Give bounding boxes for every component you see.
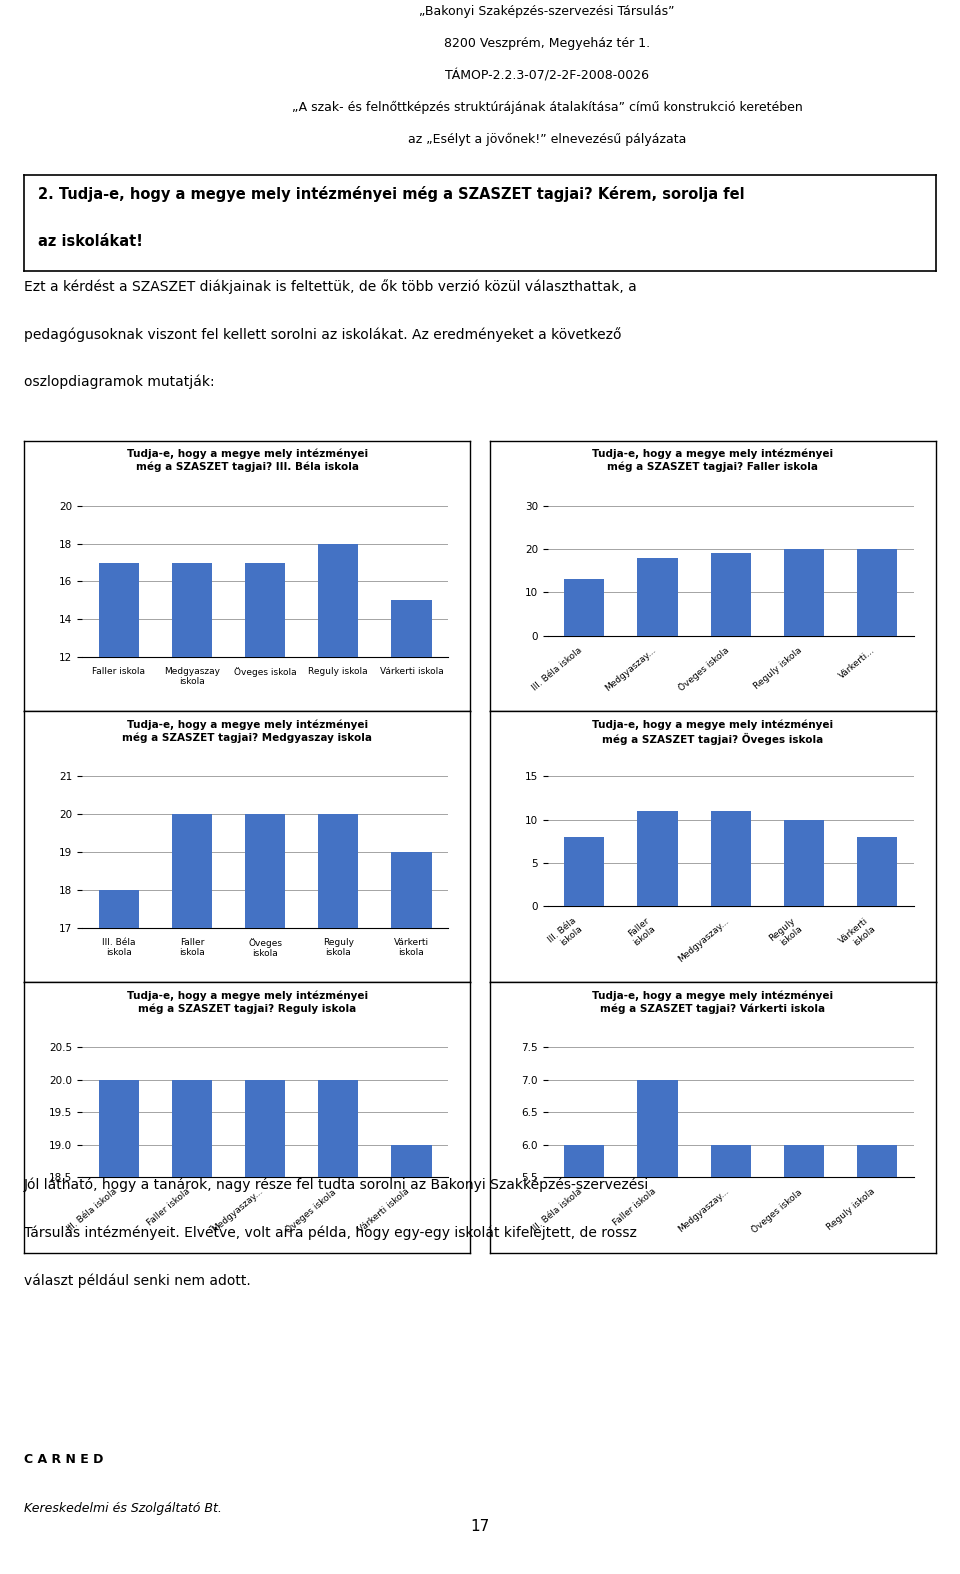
Text: Tudja-e, hogy a megye mely intézményei
még a SZASZET tagjai? Öveges iskola: Tudja-e, hogy a megye mely intézményei m… — [592, 719, 833, 745]
Bar — [857, 549, 898, 636]
Text: C A R N E D: C A R N E D — [24, 1453, 104, 1465]
Bar — [245, 1080, 285, 1574]
Text: 2. Tudja-e, hogy a megye mely intézményei még a SZASZET tagjai? Kérem, sorolja f: 2. Tudja-e, hogy a megye mely intézménye… — [37, 186, 744, 201]
Bar — [710, 1144, 751, 1535]
Text: az iskolákat!: az iskolákat! — [37, 235, 142, 249]
Text: pedagógusoknak viszont fel kellett sorolni az iskolákat. Az eredményeket a követ: pedagógusoknak viszont fel kellett sorol… — [24, 327, 621, 342]
Text: „Bakonyi Szaképzés-szervezési Társulás”: „Bakonyi Szaképzés-szervezési Társulás” — [420, 5, 675, 19]
Bar — [99, 1080, 139, 1574]
Bar — [564, 837, 605, 907]
Text: 8200 Veszprém, Megyeház tér 1.: 8200 Veszprém, Megyeház tér 1. — [444, 36, 650, 50]
Text: Tudja-e, hogy a megye mely intézményei
még a SZASZET tagjai? III. Béla iskola: Tudja-e, hogy a megye mely intézményei m… — [127, 449, 368, 472]
Text: Tudja-e, hogy a megye mely intézményei
még a SZASZET tagjai? Faller iskola: Tudja-e, hogy a megye mely intézményei m… — [592, 449, 833, 472]
Text: választ például senki nem adott.: választ például senki nem adott. — [24, 1273, 251, 1288]
Text: Társulás intézményeit. Elvétve, volt arra példa, hogy egy-egy iskolát kifelejtet: Társulás intézményeit. Elvétve, volt arr… — [24, 1226, 636, 1240]
Text: Tudja-e, hogy a megye mely intézményei
még a SZASZET tagjai? Várkerti iskola: Tudja-e, hogy a megye mely intézményei m… — [592, 990, 833, 1014]
Text: az „Esélyt a jövőnek!” elnevezésű pályázata: az „Esélyt a jövőnek!” elnevezésű pályáz… — [408, 132, 686, 146]
Text: Jól látható, hogy a tanárok, nagy része fel tudta sorolni az Bakonyi Szakképzés-: Jól látható, hogy a tanárok, nagy része … — [24, 1177, 649, 1193]
Bar — [392, 1144, 432, 1574]
Bar — [245, 562, 285, 885]
Bar — [318, 1080, 358, 1574]
Text: TÁMOP-2.2.3-07/2-2F-2008-0026: TÁMOP-2.2.3-07/2-2F-2008-0026 — [445, 69, 649, 83]
Text: „A szak- és felnőttképzés struktúrájának átalakítása” című konstrukció keretében: „A szak- és felnőttképzés struktúrájának… — [292, 101, 803, 115]
Bar — [392, 600, 432, 885]
Text: 17: 17 — [470, 1519, 490, 1535]
Bar — [857, 837, 898, 907]
Bar — [857, 1144, 898, 1535]
Bar — [245, 814, 285, 1572]
Bar — [318, 814, 358, 1572]
Bar — [637, 811, 678, 907]
Text: Ezt a kérdést a SZASZET diákjainak is feltettük, de ők több verzió közül választ: Ezt a kérdést a SZASZET diákjainak is fe… — [24, 279, 636, 294]
Bar — [564, 1144, 605, 1535]
Bar — [783, 549, 824, 636]
Bar — [783, 820, 824, 907]
Text: Tudja-e, hogy a megye mely intézményei
még a SZASZET tagjai? Medgyaszay iskola: Tudja-e, hogy a megye mely intézményei m… — [122, 719, 372, 743]
Bar — [783, 1144, 824, 1535]
Bar — [637, 557, 678, 636]
Bar — [99, 562, 139, 885]
Bar — [172, 1080, 212, 1574]
Bar — [172, 814, 212, 1572]
Bar — [637, 1080, 678, 1535]
Text: Kereskedelmi és Szolgáltató Bt.: Kereskedelmi és Szolgáltató Bt. — [24, 1502, 222, 1516]
Bar — [99, 891, 139, 1572]
Bar — [710, 811, 751, 907]
Bar — [710, 554, 751, 636]
Text: Tudja-e, hogy a megye mely intézményei
még a SZASZET tagjai? Reguly iskola: Tudja-e, hogy a megye mely intézményei m… — [127, 990, 368, 1014]
Bar — [172, 562, 212, 885]
Bar — [318, 543, 358, 885]
Bar — [564, 579, 605, 636]
Text: oszlopdiagramok mutatják:: oszlopdiagramok mutatják: — [24, 375, 215, 389]
Bar — [392, 852, 432, 1572]
